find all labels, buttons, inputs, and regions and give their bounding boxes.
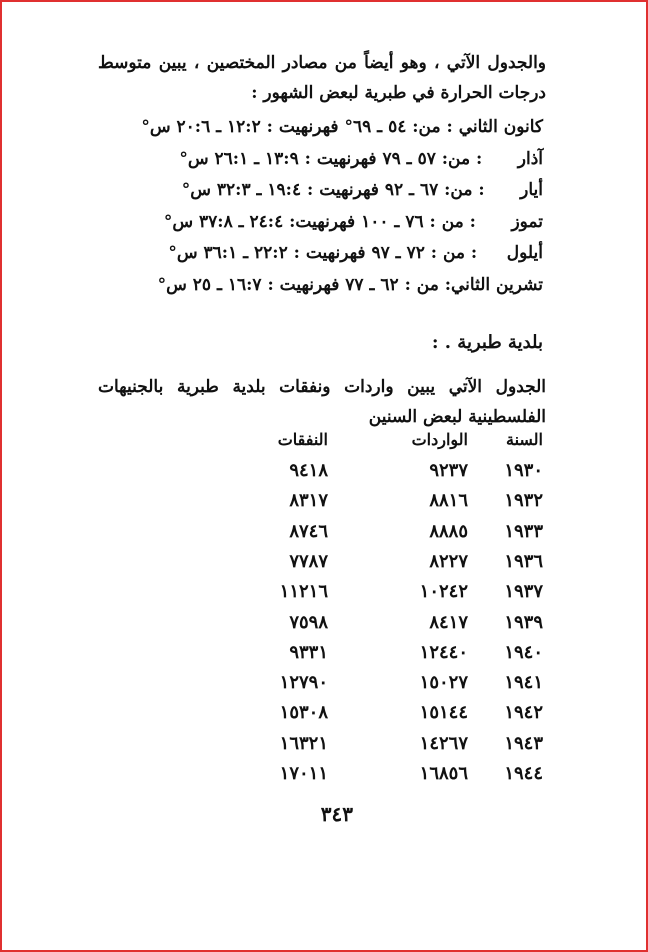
temperature-line: آذار : من: ٥٧ ـ ٧٩ فهرنهيت : ١٣:٩ ـ ٢٦:١… (179, 148, 543, 169)
temperature-line: تموز : من : ٧٦ ـ ١٠٠ فهرنهيت: ٢٤:٤ ـ ٣٧:… (163, 211, 543, 232)
table-cell: ١٩٤٤ (504, 763, 543, 784)
table-cell: ١٥٣٠٨ (279, 702, 328, 724)
table-header: النفقات (277, 430, 328, 449)
table-header: السنة (506, 430, 543, 449)
table-cell: ٩٣٣١ (289, 641, 328, 663)
table-cell: ٨٨٨٥ (429, 520, 468, 542)
table-cell: ٨٧٤٦ (289, 520, 328, 542)
table-cell: ١٩٣٣ (504, 520, 543, 542)
section-heading: بلدية طبرية . : (431, 332, 543, 353)
table-cell: ٧٧٨٧ (289, 550, 328, 572)
intro-paragraph: والجدول الآتي ، وهو أيضاً من مصادر المخت… (98, 53, 546, 103)
table-cell: ١٠٢٤٢ (419, 581, 468, 603)
table-cell: ٧٥٩٨ (289, 611, 328, 633)
temperature-line: أيار : من: ٦٧ ـ ٩٢ فهرنهيت : ١٩:٤ ـ ٣٢:٣… (181, 180, 543, 200)
table-cell: ١٩٣٦ (504, 550, 543, 572)
table-cell: ١٩٣٢ (504, 490, 543, 512)
table-cell: ٩٤١٨ (289, 460, 328, 481)
table-cell: ١٢٧٩٠ (279, 672, 328, 694)
table-cell: ٨٢٢٧ (429, 550, 468, 572)
page-number: ٣٤٣ (320, 802, 353, 826)
table-cell: ١٩٤١ (504, 672, 543, 694)
table-cell: ١٥١٤٤ (419, 702, 468, 724)
table-cell: ٨٣١٧ (289, 490, 328, 512)
table-cell: ١٩٣٩ (504, 611, 543, 633)
table-cell: ١٦٨٥٦ (419, 763, 468, 784)
table-cell: ١٤٢٦٧ (419, 732, 468, 754)
table-intro: الجدول الآتي يبين واردات ونفقات بلدية طب… (98, 377, 546, 427)
table-cell: ١١٢١٦ (279, 581, 328, 603)
table-cell: ١٩٣٠ (504, 460, 543, 481)
temperature-line: أيلول : من : ٧٢ ـ ٩٧ فهرنهيت : ٢٢:٢ ـ ٣٦… (168, 243, 543, 263)
table-cell: ١٥٠٢٧ (419, 672, 468, 694)
temperature-line: تشرين الثاني: من : ٦٢ ـ ٧٧ فهرنهيت : ١٦:… (157, 274, 543, 295)
table-cell: ١٩٤٣ (504, 732, 543, 754)
temperature-line: كانون الثاني : من: ٥٤ ـ ٦٩° فهرنهيت : ١٢… (141, 117, 543, 137)
table-cell: ١٩٣٧ (504, 581, 543, 603)
table-cell: ١٩٤٠ (504, 641, 543, 663)
table-cell: ١٧٠١١ (279, 763, 328, 784)
table-cell: ١٦٣٢١ (279, 732, 328, 754)
table-cell: ١٢٤٤٠ (419, 641, 468, 663)
table-cell: ٨٨١٦ (429, 490, 468, 512)
table-cell: ١٩٤٢ (504, 702, 543, 724)
table-cell: ٨٤١٧ (429, 611, 468, 633)
table-header: الواردات (411, 430, 468, 449)
table-cell: ٩٢٣٧ (429, 460, 468, 481)
